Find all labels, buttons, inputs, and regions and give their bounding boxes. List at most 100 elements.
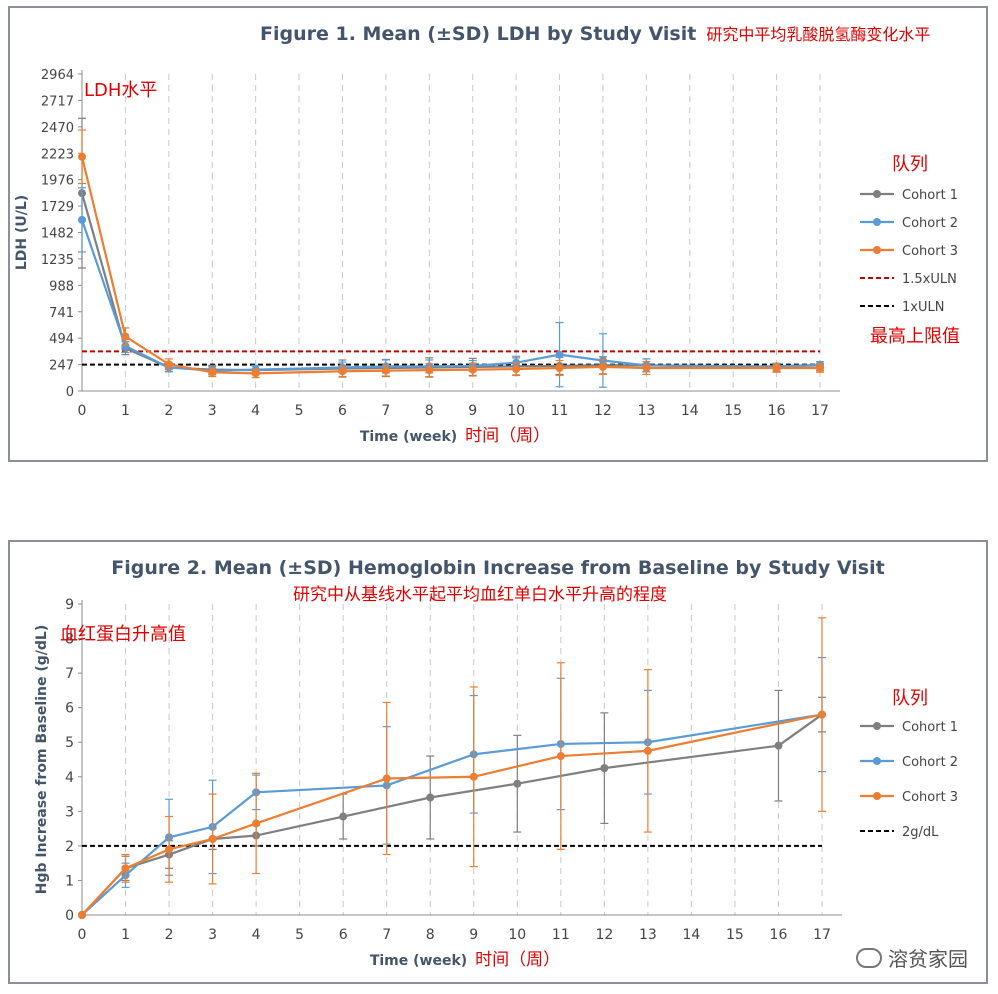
x-tick-label: 15 (724, 403, 742, 419)
x-tick-label: 5 (295, 927, 304, 943)
figure-2-panel: Figure 2. Mean (±SD) Hemoglobin Increase… (8, 540, 988, 984)
y-axis-label: Hgb Increase from Baseline (g/dL) (34, 625, 50, 895)
y-tick-label: 0 (66, 385, 74, 400)
data-point (165, 845, 174, 854)
legend-marker (873, 792, 881, 800)
data-point (818, 710, 826, 719)
data-point (338, 367, 347, 376)
y-tick-label: 5 (65, 735, 74, 751)
y-tick-label: 2470 (41, 121, 74, 136)
y-tick-label: 6 (65, 701, 74, 717)
data-point (425, 366, 434, 375)
legend-label: Cohort 1 (902, 188, 958, 203)
data-point (555, 364, 564, 373)
data-point (78, 215, 86, 224)
chart-title-cn: 研究中平均乳酸脱氢酶变化水平 (706, 25, 930, 44)
x-tick-label: 2 (165, 927, 174, 943)
y-tick-label: 7 (65, 666, 74, 682)
legend-marker (873, 722, 881, 730)
x-tick-label: 9 (468, 403, 477, 419)
y-axis-label-cn: 血红蛋白升高值 (60, 624, 186, 645)
legend-marker (873, 246, 881, 254)
x-axis-label-cn: 时间（周） (475, 950, 560, 970)
x-tick-label: 2 (164, 403, 173, 419)
chart-title-en: Figure 1. Mean (±SD) LDH by Study Visit (260, 23, 696, 45)
data-point (816, 364, 824, 373)
data-point (252, 819, 261, 828)
series-line (80, 219, 821, 372)
legend-marker (873, 757, 881, 765)
series-line (81, 713, 823, 916)
y-tick-label: 1976 (41, 174, 74, 189)
x-tick-label: 4 (252, 927, 261, 943)
legend-marker (873, 190, 881, 198)
x-tick-label: 15 (726, 927, 744, 943)
figure-1-panel: Figure 1. Mean (±SD) LDH by Study Visit 研… (8, 6, 988, 462)
x-tick-label: 6 (339, 927, 348, 943)
y-tick-label: 1 (65, 873, 74, 889)
legend-title: 队列 (892, 688, 928, 709)
y-axis-label: LDH (U/L) (14, 195, 30, 270)
x-tick-label: 4 (251, 403, 260, 419)
y-tick-label: 2964 (41, 68, 74, 83)
x-tick-label: 10 (508, 927, 526, 943)
data-point (772, 364, 781, 373)
data-point (208, 368, 217, 377)
legend-label: Cohort 3 (902, 790, 958, 805)
y-tick-label: 988 (49, 279, 74, 294)
y-tick-label: 1235 (41, 253, 74, 268)
legend-label: Cohort 2 (902, 216, 958, 231)
data-point (643, 746, 652, 755)
x-axis-label-en: Time (week) (360, 429, 457, 445)
y-tick-label: 8 (65, 632, 74, 648)
x-tick-label: 11 (551, 403, 569, 419)
x-tick-label: 0 (78, 403, 87, 419)
data-point (121, 342, 130, 351)
x-axis-label: Time (week) 时间（周） (360, 426, 550, 446)
data-point (468, 365, 477, 374)
x-tick-label: 5 (295, 403, 304, 419)
data-point (774, 741, 783, 750)
y-tick-label: 1729 (41, 200, 74, 215)
data-point (426, 793, 435, 802)
y-tick-label: 9 (65, 597, 74, 613)
y-tick-label: 247 (49, 359, 74, 374)
series-line (81, 713, 823, 916)
x-tick-label: 7 (382, 927, 391, 943)
x-tick-label: 16 (768, 403, 786, 419)
watermark-text: 溶贫家园 (888, 947, 968, 971)
y-tick-label: 0 (65, 908, 74, 924)
x-tick-label: 8 (425, 403, 434, 419)
x-axis-label-cn: 时间（周） (465, 426, 550, 446)
legend-label: Cohort 2 (902, 755, 958, 770)
data-point (598, 362, 607, 371)
x-tick-label: 8 (426, 927, 435, 943)
figure-2-hgb-chart: Figure 2. Mean (±SD) Hemoglobin Increase… (34, 557, 958, 970)
series-line (81, 713, 823, 916)
y-tick-label: 4 (65, 770, 74, 786)
data-point (164, 360, 173, 369)
x-tick-label: 13 (639, 927, 657, 943)
series-2 (78, 187, 824, 388)
y-axis-label-cn: LDH水平 (84, 80, 157, 101)
legend-title: 队列 (892, 154, 928, 175)
data-point (78, 152, 86, 161)
x-tick-label: 3 (208, 927, 217, 943)
series-1 (78, 689, 826, 919)
data-point (382, 774, 391, 783)
x-tick-label: 14 (681, 403, 699, 419)
chart-title-en: Figure 2. Mean (±SD) Hemoglobin Increase… (111, 557, 884, 579)
watermark: 溶贫家园 (856, 943, 968, 972)
series-line (80, 192, 821, 372)
legend-label: Cohort 3 (902, 244, 958, 259)
x-tick-label: 3 (208, 403, 217, 419)
data-point (600, 764, 609, 773)
x-tick-label: 13 (637, 403, 655, 419)
x-tick-label: 17 (813, 927, 831, 943)
series-2 (78, 656, 826, 919)
x-tick-label: 1 (121, 403, 130, 419)
data-point (642, 364, 651, 373)
x-axis-label-en: Time (week) (370, 953, 467, 969)
data-point (121, 332, 130, 341)
reference-note: 最高上限值 (870, 326, 960, 347)
